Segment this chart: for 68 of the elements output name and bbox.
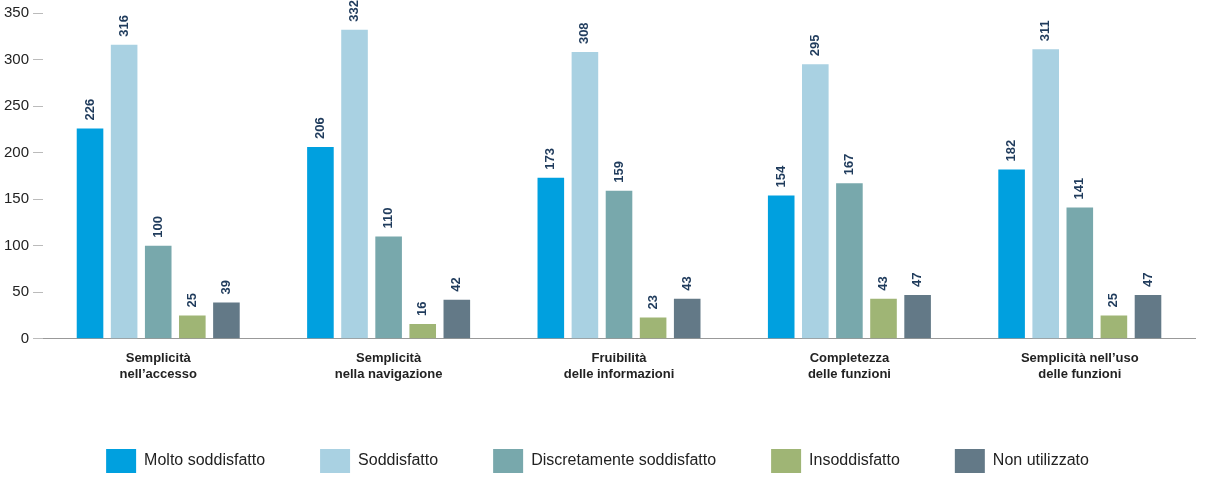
x-tick-label: Semplicità nell’accesso [119,350,197,381]
data-label: 154 [772,164,788,188]
bar [639,317,667,339]
bar [110,44,138,339]
x-tick-label: Completezza delle funzioni [807,350,891,381]
data-label: 141 [1071,177,1087,200]
data-label: 226 [81,98,97,121]
data-label: 23 [644,294,660,310]
data-label: 16 [414,301,430,316]
y-tick-label: 0 [20,328,30,346]
data-label: 206 [312,117,327,140]
bar [409,323,437,339]
bar [673,298,701,339]
bar [375,236,402,339]
bar [1032,49,1059,339]
y-tick-label: 50 [12,282,30,300]
bar [144,245,172,339]
data-label: 39 [218,280,233,295]
legend-label: Insoddisfatto [809,451,900,469]
bar [802,64,829,339]
legend-label: Molto soddisfatto [144,451,266,469]
data-label: 332 [346,0,362,22]
data-label: 43 [678,276,694,291]
bar [904,295,931,339]
x-tick-label: Fruibilità delle informazioni [563,350,675,381]
data-label: 167 [840,153,856,176]
bar [870,298,897,339]
y-tick-label: 250 [4,96,30,114]
x-tick-label: Semplicità nell’uso delle funzioni [1020,350,1139,381]
y-tick-label: 150 [4,189,30,207]
data-label: 43 [875,276,891,291]
bar [767,195,795,339]
data-label: 47 [909,272,925,288]
bar [605,190,633,339]
y-tick-label: 100 [4,235,30,253]
bar [443,299,471,339]
data-label: 25 [183,293,199,308]
bar [537,177,565,339]
legend-label: Non utilizzato [992,451,1089,469]
data-label: 308 [576,22,592,45]
y-tick-label: 300 [4,49,30,67]
bar [213,302,240,339]
y-tick-label: 200 [4,142,30,160]
bar [1066,207,1094,339]
bar [307,147,334,339]
bar [341,29,368,339]
data-label: 25 [1105,293,1121,308]
data-label: 295 [806,34,822,57]
data-label: 159 [610,161,626,183]
legend-label: Soddisfatto [358,451,439,469]
data-label: 173 [542,148,558,170]
data-label: 100 [149,216,165,238]
data-label: 42 [448,277,464,292]
x-tick-label: Semplicità nella navigazione [334,350,443,381]
bar [571,52,599,339]
bar [76,128,104,339]
data-label: 316 [115,14,131,37]
bar [1134,295,1162,339]
bar [179,315,206,339]
data-label: 311 [1037,20,1053,42]
y-tick-label: 350 [4,3,30,21]
bar [998,169,1025,339]
data-label: 110 [380,207,396,229]
data-label: 182 [1003,139,1019,162]
bar [1100,315,1128,339]
bar [836,183,863,339]
legend-label: Discretamente soddisfatto [531,451,717,469]
data-label: 47 [1139,272,1155,288]
